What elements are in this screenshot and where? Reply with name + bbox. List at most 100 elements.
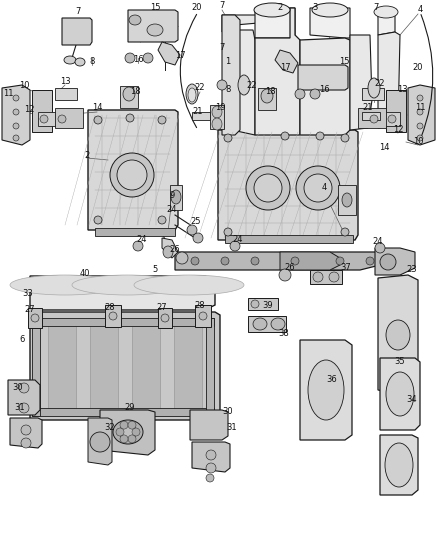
Ellipse shape	[341, 134, 349, 142]
Text: 27: 27	[157, 303, 167, 312]
Polygon shape	[162, 238, 178, 258]
Text: 4: 4	[417, 5, 423, 14]
Ellipse shape	[176, 252, 188, 264]
Text: 32: 32	[105, 424, 115, 432]
Polygon shape	[8, 380, 40, 415]
Ellipse shape	[238, 75, 250, 95]
Polygon shape	[190, 410, 228, 440]
Text: 21: 21	[193, 108, 203, 117]
Ellipse shape	[417, 95, 423, 101]
Polygon shape	[298, 65, 348, 90]
Ellipse shape	[329, 272, 339, 282]
Ellipse shape	[308, 360, 344, 420]
Polygon shape	[222, 15, 240, 135]
Text: 13: 13	[397, 85, 407, 94]
Text: 15: 15	[339, 58, 349, 67]
Bar	[32, 318, 214, 326]
Ellipse shape	[295, 89, 305, 99]
Ellipse shape	[374, 6, 398, 18]
Ellipse shape	[206, 450, 216, 460]
Bar	[368, 112, 400, 126]
Bar	[105, 305, 121, 327]
Bar	[206, 318, 214, 416]
Ellipse shape	[375, 243, 385, 253]
Polygon shape	[2, 85, 30, 145]
Ellipse shape	[217, 80, 227, 90]
Polygon shape	[222, 15, 270, 32]
Bar	[248, 298, 278, 310]
Bar	[386, 90, 406, 132]
Text: 2: 2	[277, 4, 283, 12]
Ellipse shape	[388, 115, 396, 123]
Ellipse shape	[123, 87, 135, 101]
Text: 37: 37	[341, 263, 351, 272]
Text: 26: 26	[285, 263, 295, 272]
Ellipse shape	[13, 135, 19, 141]
Polygon shape	[375, 248, 415, 275]
Ellipse shape	[75, 58, 85, 66]
Ellipse shape	[281, 132, 289, 140]
Ellipse shape	[117, 160, 147, 190]
Ellipse shape	[143, 53, 153, 63]
Ellipse shape	[212, 106, 222, 118]
Bar	[170, 185, 182, 210]
Polygon shape	[192, 442, 230, 472]
Ellipse shape	[386, 372, 414, 416]
Ellipse shape	[186, 84, 198, 104]
Ellipse shape	[94, 116, 102, 124]
Text: 28: 28	[194, 301, 205, 310]
Text: 24: 24	[167, 206, 177, 214]
Bar	[358, 108, 386, 128]
Text: 4: 4	[321, 183, 327, 192]
Text: 11: 11	[3, 90, 13, 99]
Ellipse shape	[313, 272, 323, 282]
Text: 15: 15	[150, 4, 160, 12]
Polygon shape	[378, 10, 395, 35]
Text: 7: 7	[373, 4, 379, 12]
Text: 36: 36	[327, 376, 337, 384]
Ellipse shape	[251, 300, 259, 308]
Ellipse shape	[134, 275, 244, 295]
Ellipse shape	[304, 174, 332, 202]
Ellipse shape	[120, 435, 128, 443]
Polygon shape	[255, 8, 300, 135]
Text: 14: 14	[379, 143, 389, 152]
Ellipse shape	[254, 174, 282, 202]
Text: 39: 39	[263, 302, 273, 311]
Text: 34: 34	[407, 395, 417, 405]
Text: 14: 14	[92, 103, 102, 112]
Ellipse shape	[94, 216, 102, 224]
Bar	[362, 88, 384, 100]
Bar	[120, 86, 138, 108]
Ellipse shape	[126, 114, 134, 122]
Text: 13: 13	[60, 77, 71, 86]
Text: 24: 24	[137, 236, 147, 245]
Polygon shape	[380, 358, 420, 430]
Ellipse shape	[19, 383, 29, 393]
Ellipse shape	[417, 135, 423, 141]
Text: 16: 16	[133, 55, 143, 64]
Ellipse shape	[40, 115, 48, 123]
Ellipse shape	[19, 403, 29, 413]
Bar	[310, 270, 342, 284]
Text: 5: 5	[152, 265, 158, 274]
Ellipse shape	[199, 312, 207, 320]
Ellipse shape	[316, 132, 324, 140]
Ellipse shape	[253, 318, 267, 330]
Bar	[28, 308, 42, 328]
Polygon shape	[300, 38, 350, 135]
Polygon shape	[350, 35, 372, 130]
Text: 22: 22	[195, 84, 205, 93]
Text: 21: 21	[363, 103, 373, 112]
Ellipse shape	[13, 109, 19, 115]
Ellipse shape	[417, 109, 423, 115]
Bar	[32, 90, 52, 132]
Text: 17: 17	[175, 51, 185, 60]
Text: 24: 24	[373, 238, 383, 246]
Ellipse shape	[188, 88, 196, 102]
Bar	[210, 105, 224, 129]
Text: 30: 30	[13, 384, 23, 392]
Ellipse shape	[110, 153, 154, 197]
Polygon shape	[158, 42, 180, 65]
Ellipse shape	[206, 474, 214, 482]
